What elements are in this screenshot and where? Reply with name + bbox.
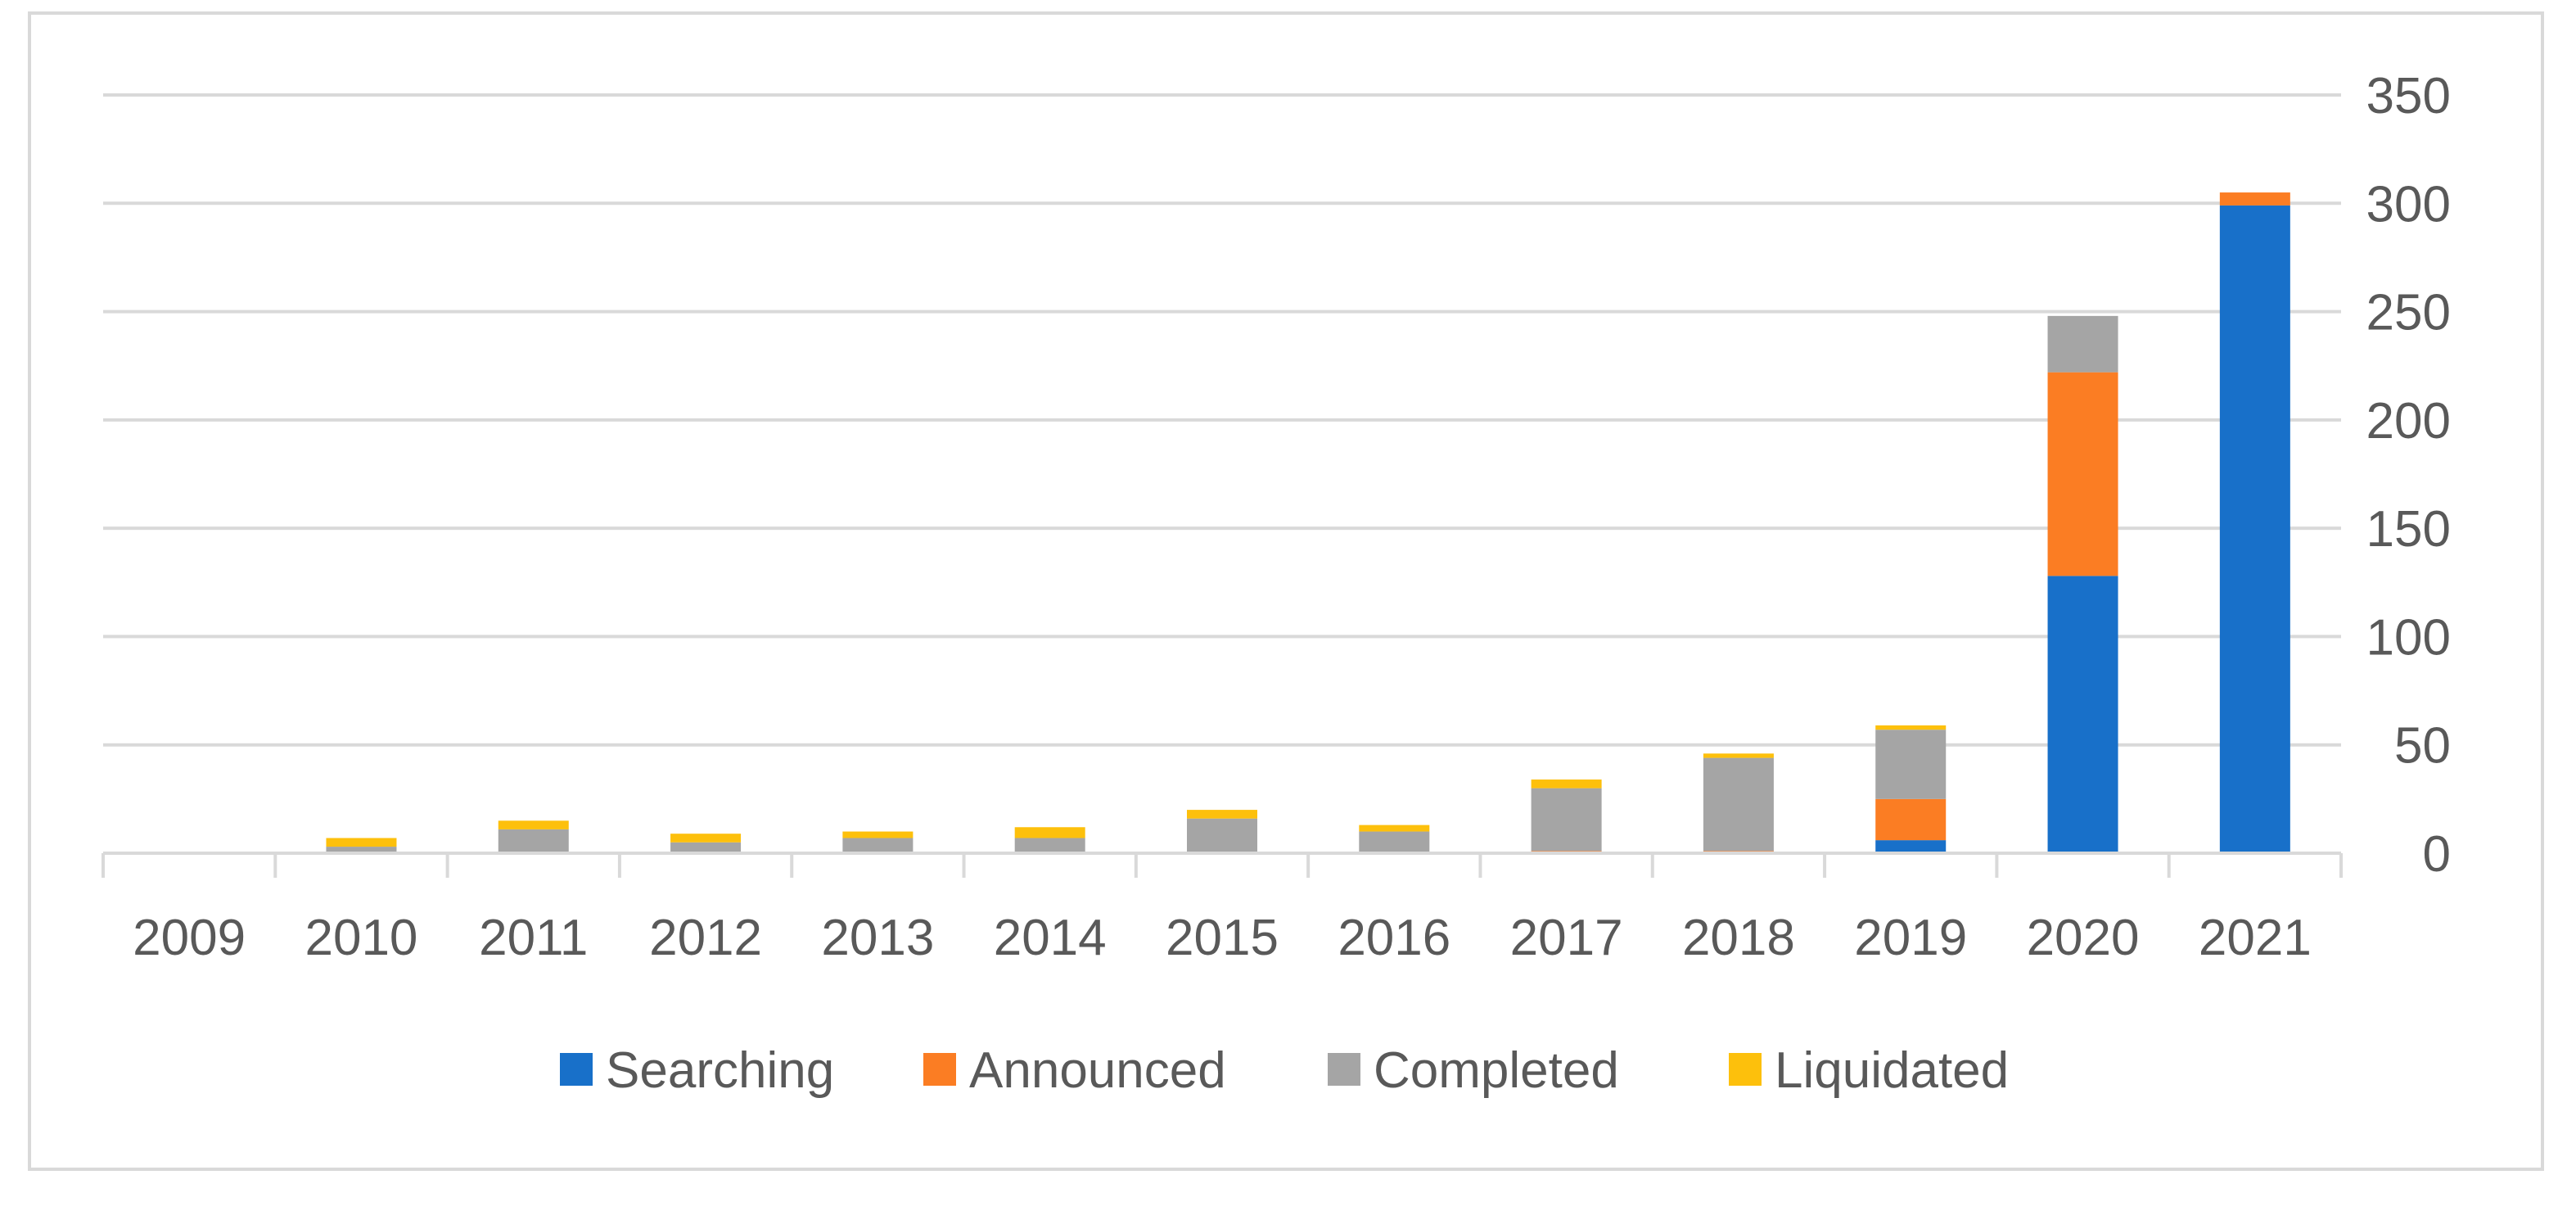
bar-liquidated-2015	[1187, 810, 1257, 819]
legend-swatch	[1328, 1053, 1360, 1086]
x-tick-label: 2018	[1682, 910, 1795, 966]
bar-completed-2010	[326, 847, 397, 853]
bar-completed-2013	[842, 838, 914, 853]
x-tick-label: 2011	[479, 910, 588, 966]
x-tick-label: 2019	[1854, 910, 1967, 966]
y-tick-label: 350	[2366, 68, 2451, 124]
bar-announced-2021	[2219, 192, 2290, 206]
bar-completed-2016	[1359, 831, 1430, 853]
legend-label: Searching	[606, 1042, 834, 1099]
x-tick-label: 2015	[1166, 910, 1279, 966]
x-axis-ticks: 2009 2010 2011 2012 2013 2014 2015 2016 2017 2018…	[133, 910, 2312, 966]
bar-completed-2012	[670, 842, 742, 853]
bar-completed-2017	[1531, 788, 1602, 852]
bar-completed-2015	[1187, 818, 1257, 853]
x-tick-label: 2014	[994, 910, 1107, 966]
bar-searching-2019	[1875, 840, 1947, 853]
y-tick-label: 150	[2366, 501, 2451, 558]
bar-liquidated-2016	[1359, 825, 1430, 832]
y-tick-label: 300	[2366, 176, 2451, 233]
bar-announced-2019	[1875, 798, 1947, 841]
legend: Searching Announced Completed Liquidated	[560, 1042, 2009, 1099]
x-tick-label: 2010	[305, 910, 417, 966]
bar-liquidated-2012	[670, 834, 742, 843]
x-axis	[102, 852, 2343, 878]
legend-label: Completed	[1374, 1042, 1619, 1099]
bar-liquidated-2014	[1014, 827, 1085, 838]
bar-completed-2019	[1875, 730, 1947, 799]
bar-completed-2011	[498, 829, 569, 853]
x-tick-label: 2017	[1510, 910, 1623, 966]
legend-item-announced: Announced	[923, 1042, 1226, 1099]
x-tick-label: 2021	[2199, 910, 2312, 966]
bar-searching-2020	[2047, 576, 2118, 853]
x-tick-label: 2012	[649, 910, 762, 966]
y-tick-label: 50	[2394, 718, 2451, 775]
x-tick-label: 2016	[1338, 910, 1450, 966]
legend-label: Liquidated	[1775, 1042, 2009, 1099]
gridlines	[103, 93, 2341, 747]
legend-swatch	[560, 1053, 593, 1086]
bar-completed-2020	[2047, 315, 2118, 373]
x-tick-label: 2009	[133, 910, 246, 966]
bar-liquidated-2013	[842, 831, 914, 838]
y-tick-label: 0	[2423, 826, 2451, 883]
y-tick-label: 250	[2366, 285, 2451, 341]
bar-searching-2021	[2219, 205, 2290, 854]
bar-liquidated-2010	[326, 838, 397, 847]
y-axis-ticks: 0 50 100 150 200 250 300 350	[2366, 68, 2451, 883]
bar-liquidated-2018	[1703, 753, 1774, 758]
bar-completed-2014	[1014, 838, 1085, 853]
bar-liquidated-2017	[1531, 779, 1602, 789]
x-tick-label: 2013	[821, 910, 934, 966]
legend-swatch	[1729, 1053, 1762, 1086]
bars	[326, 192, 2290, 854]
bar-liquidated-2011	[498, 820, 569, 829]
y-tick-label: 100	[2366, 609, 2451, 666]
y-tick-label: 200	[2366, 393, 2451, 450]
legend-item-completed: Completed	[1328, 1042, 1619, 1099]
x-tick-label: 2020	[2027, 910, 2140, 966]
bar-liquidated-2019	[1875, 725, 1947, 730]
legend-swatch	[923, 1053, 956, 1086]
legend-item-searching: Searching	[560, 1042, 834, 1099]
bar-completed-2018	[1703, 757, 1774, 852]
bar-announced-2020	[2047, 372, 2118, 576]
legend-label: Announced	[969, 1042, 1226, 1099]
legend-item-liquidated: Liquidated	[1729, 1042, 2009, 1099]
